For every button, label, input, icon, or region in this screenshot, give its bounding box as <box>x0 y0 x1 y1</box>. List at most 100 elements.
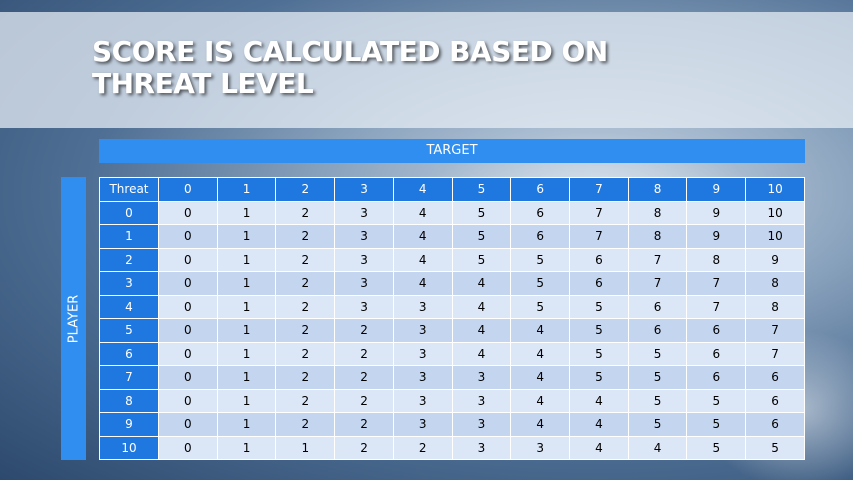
table-cell: 4 <box>451 318 512 343</box>
table-cell: 3 <box>334 224 394 249</box>
table-cell: 4 <box>392 271 453 296</box>
table-cell: 7 <box>686 294 747 319</box>
table-cell: 6 <box>686 341 747 366</box>
table-cell: 1 <box>216 341 277 366</box>
table-cell: 3 <box>392 412 453 437</box>
table-cell: 7 <box>569 224 629 249</box>
header-cell: 2 <box>275 177 336 202</box>
table-cell: 2 <box>275 412 336 437</box>
table-cell: 2 <box>334 318 394 343</box>
header-cell: 4 <box>392 177 453 202</box>
table-cell: 6 <box>510 224 571 249</box>
row-label: 5 <box>99 318 159 343</box>
row-label: 9 <box>99 412 159 437</box>
table-cell: 3 <box>334 271 394 296</box>
header-cell: 9 <box>686 177 747 202</box>
table-cell: 5 <box>569 294 629 319</box>
table-cell: 0 <box>158 294 218 319</box>
table-cell: 5 <box>627 365 688 390</box>
table-cell: 1 <box>216 318 277 343</box>
table-cell: 5 <box>627 341 688 366</box>
row-label: 0 <box>99 200 159 225</box>
table-cell: 10 <box>745 200 805 225</box>
table-cell: 2 <box>392 435 453 460</box>
table-cell: 3 <box>334 200 394 225</box>
header-row: Threat 0 1 2 3 4 5 6 7 8 9 10 <box>99 177 805 202</box>
header-cell: 3 <box>334 177 394 202</box>
row-label: 6 <box>99 341 159 366</box>
table-cell: 7 <box>745 318 805 343</box>
header-cell: Threat <box>99 177 159 202</box>
table-cell: 5 <box>627 388 688 413</box>
table-cell: 1 <box>216 388 277 413</box>
table-cell: 4 <box>510 318 571 343</box>
table-cell: 6 <box>745 388 805 413</box>
table-cell: 7 <box>745 341 805 366</box>
table-cell: 5 <box>569 341 629 366</box>
table-cell: 0 <box>158 224 218 249</box>
slide-title: SCORE IS CALCULATED BASED ON THREAT LEVE… <box>92 35 608 100</box>
table-cell: 2 <box>275 200 336 225</box>
table-cell: 4 <box>569 435 629 460</box>
table-cell: 5 <box>686 435 747 460</box>
table-cell: 2 <box>275 271 336 296</box>
table-cell: 4 <box>510 365 571 390</box>
table-cell: 0 <box>158 365 218 390</box>
header-cell: 6 <box>510 177 571 202</box>
table-cell: 6 <box>510 200 571 225</box>
table-cell: 6 <box>569 247 629 272</box>
table-cell: 3 <box>334 247 394 272</box>
table-cell: 5 <box>451 200 512 225</box>
table-cell: 4 <box>451 271 512 296</box>
table-cell: 3 <box>451 388 512 413</box>
table-cell: 6 <box>627 294 688 319</box>
table-cell: 3 <box>451 435 512 460</box>
title-band <box>0 12 853 128</box>
table-cell: 3 <box>451 412 512 437</box>
table-cell: 5 <box>686 412 747 437</box>
table-row: 10 0 1 1 2 2 3 3 4 4 5 5 <box>99 435 805 460</box>
table-cell: 3 <box>392 318 453 343</box>
table-cell: 2 <box>334 435 394 460</box>
table-cell: 2 <box>275 247 336 272</box>
table-cell: 0 <box>158 412 218 437</box>
table-cell: 5 <box>686 388 747 413</box>
table-cell: 4 <box>451 294 512 319</box>
table-cell: 4 <box>510 412 571 437</box>
table-cell: 4 <box>451 341 512 366</box>
row-group-label: PLAYER <box>66 294 81 343</box>
table-cell: 4 <box>510 388 571 413</box>
table-cell: 3 <box>392 388 453 413</box>
table-cell: 2 <box>334 365 394 390</box>
table-cell: 4 <box>627 435 688 460</box>
table-cell: 9 <box>686 224 747 249</box>
row-label: 4 <box>99 294 159 319</box>
table-cell: 4 <box>569 388 629 413</box>
table-cell: 8 <box>745 271 805 296</box>
table-row: 1 0 1 2 3 4 5 6 7 8 9 10 <box>99 224 805 249</box>
row-label: 2 <box>99 247 159 272</box>
table-cell: 0 <box>158 435 218 460</box>
table-cell: 7 <box>569 200 629 225</box>
table-cell: 2 <box>275 294 336 319</box>
table-cell: 8 <box>627 224 688 249</box>
row-label: 1 <box>99 224 159 249</box>
table-cell: 2 <box>275 388 336 413</box>
row-group-bar: PLAYER <box>61 177 86 460</box>
table-cell: 8 <box>745 294 805 319</box>
column-group-label: TARGET <box>99 139 805 163</box>
header-cell: 10 <box>745 177 805 202</box>
table-cell: 5 <box>627 412 688 437</box>
table-cell: 4 <box>392 247 453 272</box>
table-cell: 0 <box>158 341 218 366</box>
table-cell: 0 <box>158 247 218 272</box>
table-cell: 4 <box>569 412 629 437</box>
table-cell: 7 <box>686 271 747 296</box>
table-cell: 5 <box>510 271 571 296</box>
